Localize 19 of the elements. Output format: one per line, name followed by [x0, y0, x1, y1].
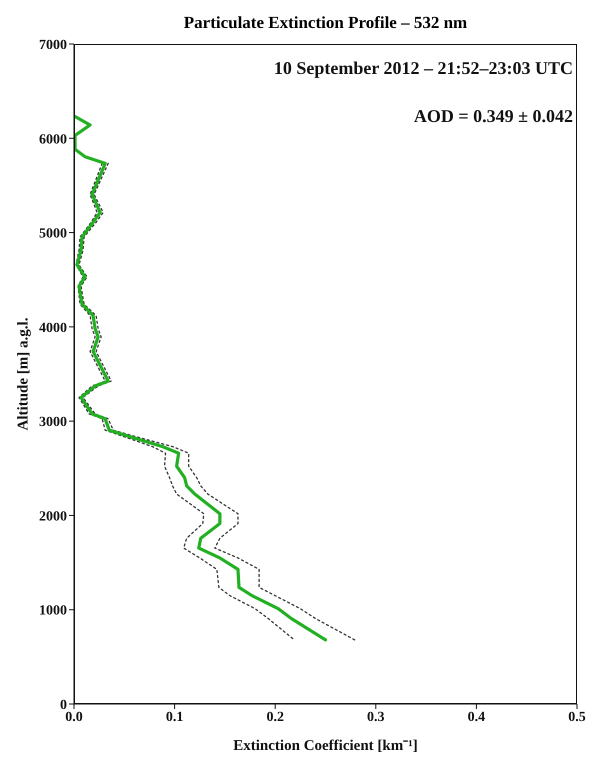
annotation: 10 September 2012 – 21:52–23:03 UTC: [274, 58, 573, 79]
x-tick-label: 0.1: [166, 710, 184, 725]
x-tick-label: 0.4: [468, 710, 486, 725]
x-tick-label: 0.5: [568, 710, 586, 725]
x-axis-title: Extinction Coefficient [km⁻¹]: [233, 738, 418, 754]
y-tick-label: 7000: [39, 38, 67, 53]
annotation: AOD = 0.349 ± 0.042: [414, 106, 573, 127]
y-tick-label: 3000: [39, 415, 67, 430]
x-tick-label: 0.2: [266, 710, 284, 725]
chart-title: Particulate Extinction Profile – 532 nm: [182, 12, 468, 34]
y-tick-label: 2000: [39, 509, 67, 524]
x-tick-label: 0.3: [367, 710, 385, 725]
x-tick-label: 0.0: [65, 710, 83, 725]
y-tick-label: 6000: [39, 132, 67, 148]
y-tick-label: 0: [60, 698, 67, 713]
y-tick-label: 5000: [39, 226, 67, 242]
y-axis-title: Altitude [m] a.g.l.: [15, 317, 32, 430]
y-tick-label: 4000: [39, 320, 67, 336]
y-tick-label: 1000: [39, 604, 67, 619]
